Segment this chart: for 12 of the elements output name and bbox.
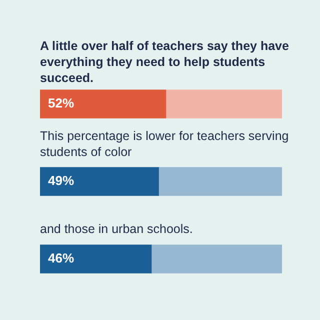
- data-label: 52%: [48, 96, 74, 111]
- data-label: 46%: [48, 250, 74, 266]
- bar: [40, 90, 166, 118]
- bar: [40, 167, 159, 196]
- bar: [158, 167, 282, 196]
- annotation: and those in urban schools.: [40, 221, 194, 237]
- annotation: This percentage is lower for teachers serving students of color: [40, 128, 290, 160]
- bar: [166, 90, 282, 118]
- bar: [40, 244, 152, 274]
- data-label: 49%: [48, 173, 74, 188]
- chart-title: A little over half of teachers say they have everything they need to help students succeed.: [40, 38, 290, 86]
- bar: [150, 244, 282, 274]
